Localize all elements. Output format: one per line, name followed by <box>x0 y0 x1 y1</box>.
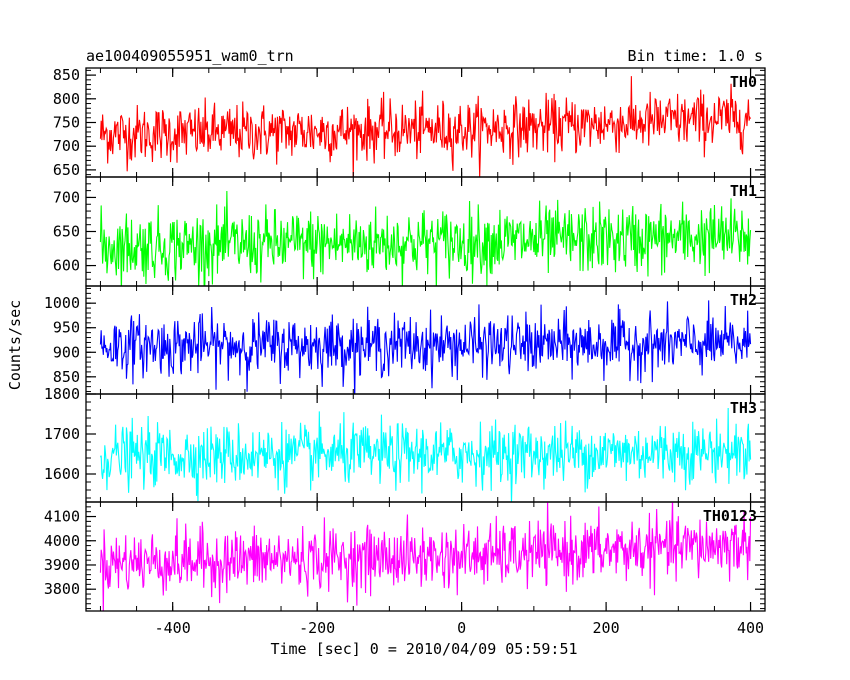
y-tick-label: 700 <box>53 188 80 206</box>
y-tick-label: 850 <box>53 368 80 386</box>
y-tick-label: 800 <box>53 90 80 108</box>
y-tick-label: 4100 <box>44 508 80 526</box>
y-axis-label: Counts/sec <box>6 300 24 390</box>
series-label-th3: TH3 <box>730 399 757 417</box>
panel-th0123: 3800 3900 4000 4100 TH0123 <box>44 501 766 612</box>
panel-th2: 850 900 950 1000 TH2 <box>44 285 766 395</box>
chart-title: ae100409055951_wam0_trn <box>86 47 294 65</box>
x-tick-label: -200 <box>299 619 335 637</box>
series-line-th3 <box>99 408 752 502</box>
y-tick-label: 3800 <box>44 580 80 598</box>
y-tick-label: 650 <box>53 161 80 179</box>
y-tick-label: 600 <box>53 257 80 275</box>
y-tick-label: 1800 <box>44 385 80 403</box>
series-line-th0123 <box>99 502 752 611</box>
x-axis-label: Time [sec] 0 = 2010/04/09 05:59:51 <box>270 640 577 658</box>
y-tick-label: 650 <box>53 223 80 241</box>
y-tick-label: 950 <box>53 319 80 337</box>
y-tick-label: 700 <box>53 137 80 155</box>
y-tick-label: 850 <box>53 66 80 84</box>
y-tick-label: 1700 <box>44 425 80 443</box>
panel-th0: 650 700 750 800 850 TH0 <box>53 66 766 179</box>
series-line-th0 <box>99 76 752 177</box>
y-tick-label: 900 <box>53 343 80 361</box>
series-label-th0: TH0 <box>730 73 757 91</box>
y-tick-label: 1600 <box>44 465 80 483</box>
bin-time-label: Bin time: 1.0 s <box>628 47 763 65</box>
y-tick-label: 750 <box>53 114 80 132</box>
y-tick-label: 4000 <box>44 532 80 550</box>
x-tick-label: -400 <box>155 619 191 637</box>
x-tick-label: 0 <box>457 619 466 637</box>
y-tick-label: 1000 <box>44 294 80 312</box>
series-label-th0123: TH0123 <box>703 507 757 525</box>
series-label-th1: TH1 <box>730 182 757 200</box>
panel-th1: 600 650 700 TH1 <box>53 176 766 287</box>
panels-group: 650 700 750 800 850 TH0 600 650 700 TH1 850 900 950 1… <box>44 66 766 612</box>
series-line-th1 <box>99 191 752 286</box>
y-tick-label: 3900 <box>44 556 80 574</box>
x-tick-label: 400 <box>737 619 764 637</box>
series-label-th2: TH2 <box>730 291 757 309</box>
x-axis: -400 -200 0 200 400 <box>155 619 764 637</box>
panel-th3: 1600 1700 1800 TH3 <box>44 385 766 503</box>
x-tick-label: 200 <box>593 619 620 637</box>
series-line-th2 <box>99 300 752 394</box>
